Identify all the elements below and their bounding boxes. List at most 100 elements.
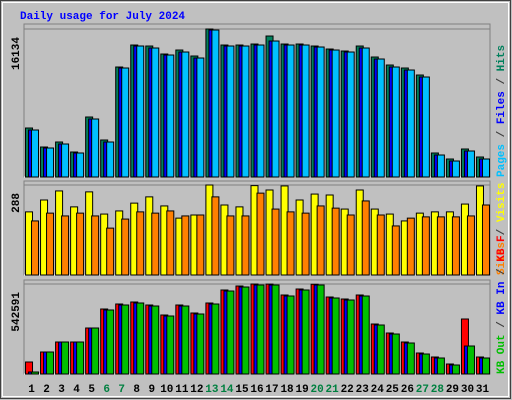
legend-label: Sites — [496, 242, 508, 275]
bar — [226, 215, 235, 276]
x-tick-label: 27 — [416, 384, 429, 396]
bar — [46, 147, 55, 178]
bar — [301, 212, 310, 276]
legend-label: Files — [496, 91, 508, 124]
legend-label: KB F — [496, 235, 508, 261]
bar — [136, 45, 145, 178]
bar — [196, 57, 205, 178]
x-tick-label: 3 — [58, 384, 65, 396]
legend-label: Hits — [496, 45, 508, 71]
bar — [61, 341, 70, 375]
legend-separator: / — [496, 124, 508, 144]
bar — [466, 215, 475, 276]
bar — [271, 40, 280, 178]
bar — [181, 51, 190, 178]
bar — [481, 158, 490, 178]
bar — [466, 345, 475, 375]
bar — [331, 49, 340, 178]
bar — [271, 208, 280, 276]
bar — [166, 54, 175, 178]
legend-separator: / — [496, 315, 508, 335]
bar — [451, 364, 460, 375]
bar — [346, 51, 355, 178]
bar — [481, 357, 490, 375]
bar — [106, 309, 115, 375]
bar — [46, 351, 55, 375]
x-tick-label: 12 — [190, 384, 203, 396]
legend-separator: / — [496, 262, 508, 282]
bar — [376, 214, 385, 276]
legend-label: KB Out — [496, 334, 508, 374]
y-tick-label: 288 — [11, 193, 23, 213]
bar — [106, 227, 115, 276]
bar — [181, 305, 190, 375]
bar — [76, 212, 85, 276]
bar — [331, 297, 340, 375]
x-tick-label: 10 — [160, 384, 173, 396]
bar — [451, 216, 460, 276]
legend-label: Visits — [496, 183, 508, 223]
x-tick-label: 26 — [401, 384, 414, 396]
bar — [481, 204, 490, 276]
x-tick-label: 29 — [446, 384, 459, 396]
x-tick-label: 20 — [311, 384, 324, 396]
bar — [76, 152, 85, 178]
bar — [211, 196, 220, 276]
bar — [241, 286, 250, 375]
legend-separator: / — [496, 71, 508, 91]
bar — [406, 342, 415, 375]
bar — [346, 299, 355, 375]
x-tick-label: 1 — [28, 384, 35, 396]
bar — [286, 295, 295, 375]
bar — [136, 302, 145, 375]
legend-label: Pages — [496, 144, 508, 177]
x-tick-label: 17 — [265, 384, 278, 396]
bar — [406, 69, 415, 178]
bar — [286, 44, 295, 178]
bar — [106, 141, 115, 178]
x-tick-label: 25 — [386, 384, 400, 396]
x-tick-label: 6 — [103, 384, 110, 396]
y-tick-label: 542591 — [11, 292, 23, 332]
bar — [316, 46, 325, 178]
bar — [31, 220, 40, 276]
bar — [256, 44, 265, 178]
x-tick-label: 13 — [205, 384, 219, 396]
bar — [376, 58, 385, 178]
x-tick-label: 11 — [175, 384, 189, 396]
x-tick-label: 2 — [43, 384, 50, 396]
bar — [256, 192, 265, 276]
bar — [91, 327, 100, 375]
x-tick-label: 4 — [73, 384, 80, 396]
bar — [331, 207, 340, 276]
bar — [436, 216, 445, 276]
bar — [361, 295, 370, 375]
bar — [376, 324, 385, 375]
bar — [361, 200, 370, 276]
bar — [316, 284, 325, 375]
legend: Pages / Files / Hits — [496, 45, 508, 177]
x-tick-label: 21 — [326, 384, 340, 396]
bar — [451, 160, 460, 178]
bar — [391, 225, 400, 276]
bar — [391, 333, 400, 375]
x-tick-label: 23 — [356, 384, 370, 396]
bar — [391, 66, 400, 178]
bar — [256, 284, 265, 375]
bar — [166, 210, 175, 276]
legend-separator: / — [496, 222, 508, 242]
legend-label: KB In — [496, 282, 508, 315]
bar — [286, 211, 295, 276]
bar — [181, 215, 190, 276]
x-tick-label: 16 — [250, 384, 263, 396]
bar — [226, 45, 235, 178]
x-tick-label: 15 — [235, 384, 249, 396]
bar — [436, 357, 445, 375]
bar — [91, 118, 100, 178]
x-tick-label: 22 — [341, 384, 354, 396]
bar — [166, 315, 175, 375]
x-tick-label: 28 — [431, 384, 445, 396]
bar — [241, 45, 250, 178]
bar — [421, 76, 430, 178]
bar — [301, 289, 310, 375]
